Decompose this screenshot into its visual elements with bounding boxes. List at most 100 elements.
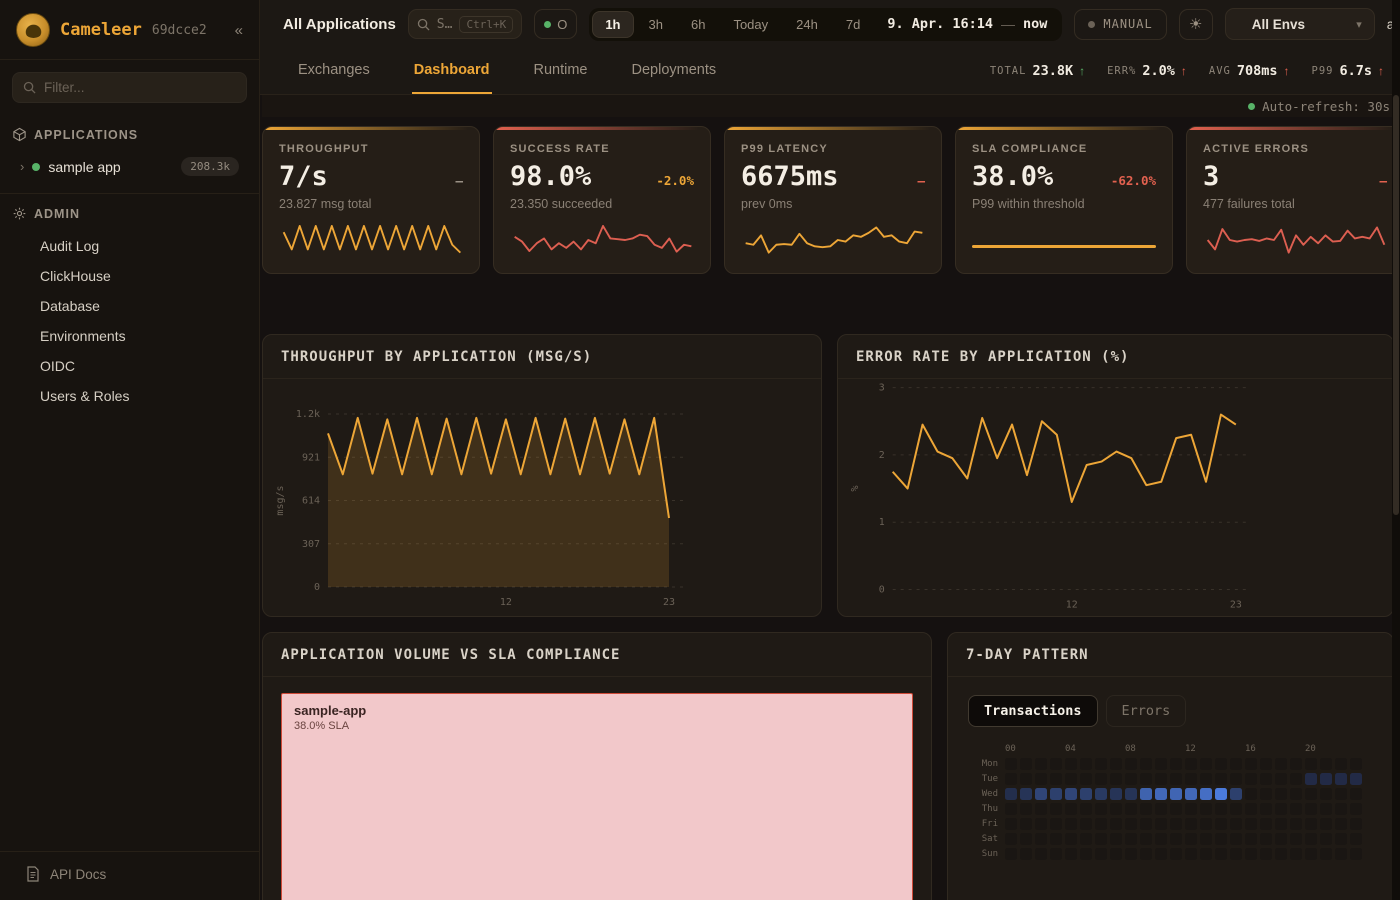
tab-deployments[interactable]: Deployments: [631, 62, 717, 78]
heatmap-cell[interactable]: [1350, 788, 1362, 800]
heatmap-cell[interactable]: [1125, 818, 1137, 830]
heatmap-cell[interactable]: [1260, 818, 1272, 830]
heatmap-cell[interactable]: [1320, 773, 1332, 785]
heatmap-cell[interactable]: [1230, 818, 1242, 830]
chevron-right-icon[interactable]: ›: [20, 159, 25, 174]
heatmap-cell[interactable]: [1215, 758, 1227, 770]
heatmap-cell[interactable]: [1095, 818, 1107, 830]
heatmap-cell[interactable]: [1275, 833, 1287, 845]
tab-runtime[interactable]: Runtime: [533, 62, 588, 78]
heatmap-cell[interactable]: [1035, 788, 1047, 800]
heatmap-cell[interactable]: [1155, 818, 1167, 830]
heatmap-cell[interactable]: [1020, 803, 1032, 815]
heatmap-cell[interactable]: [1215, 788, 1227, 800]
heatmap-cell[interactable]: [1155, 833, 1167, 845]
heatmap-cell[interactable]: [1095, 833, 1107, 845]
heatmap-cell[interactable]: [1290, 803, 1302, 815]
heatmap-cell[interactable]: [1080, 758, 1092, 770]
heatmap-cell[interactable]: [1320, 803, 1332, 815]
heatmap-cell[interactable]: [1230, 848, 1242, 860]
heatmap-cell[interactable]: [1305, 848, 1317, 860]
heatmap-cell[interactable]: [1080, 833, 1092, 845]
heatmap-cell[interactable]: [1155, 848, 1167, 860]
heatmap-cell[interactable]: [1290, 788, 1302, 800]
sidebar-item-api-docs[interactable]: API Docs: [0, 852, 259, 900]
heatmap-cell[interactable]: [1230, 803, 1242, 815]
heatmap-cell[interactable]: [1350, 818, 1362, 830]
heatmap-cell[interactable]: [1260, 803, 1272, 815]
heatmap-cell[interactable]: [1185, 833, 1197, 845]
heatmap-cell[interactable]: [1080, 773, 1092, 785]
manual-refresh-button[interactable]: MANUAL: [1074, 8, 1167, 40]
heatmap-cell[interactable]: [1050, 758, 1062, 770]
status-button[interactable]: O: [534, 9, 578, 39]
heatmap-cell[interactable]: [1350, 773, 1362, 785]
heatmap-cell[interactable]: [1050, 803, 1062, 815]
heatmap-cell[interactable]: [1110, 788, 1122, 800]
heatmap-cell[interactable]: [1110, 803, 1122, 815]
heatmap-cell[interactable]: [1230, 758, 1242, 770]
toggle-transactions[interactable]: Transactions: [968, 695, 1098, 727]
heatmap-cell[interactable]: [1185, 758, 1197, 770]
heatmap-cell[interactable]: [1140, 803, 1152, 815]
heatmap-cell[interactable]: [1095, 758, 1107, 770]
heatmap-cell[interactable]: [1035, 833, 1047, 845]
heatmap-cell[interactable]: [1050, 788, 1062, 800]
sidebar-collapse-icon[interactable]: «: [234, 21, 243, 39]
heatmap-cell[interactable]: [1170, 773, 1182, 785]
heatmap-cell[interactable]: [1005, 848, 1017, 860]
heatmap-cell[interactable]: [1035, 818, 1047, 830]
heatmap-cell[interactable]: [1020, 758, 1032, 770]
heatmap-cell[interactable]: [1125, 803, 1137, 815]
heatmap-cell[interactable]: [1215, 803, 1227, 815]
heatmap-cell[interactable]: [1305, 773, 1317, 785]
heatmap-cell[interactable]: [1095, 848, 1107, 860]
heatmap-cell[interactable]: [1290, 848, 1302, 860]
sidebar-item-sample-app[interactable]: › sample app 208.3k: [0, 150, 259, 183]
heatmap-cell[interactable]: [1305, 758, 1317, 770]
heatmap-cell[interactable]: [1305, 788, 1317, 800]
heatmap-cell[interactable]: [1005, 803, 1017, 815]
global-search[interactable]: S… Ctrl+K: [407, 9, 523, 39]
heatmap-cell[interactable]: [1005, 788, 1017, 800]
heatmap-cell[interactable]: [1230, 833, 1242, 845]
heatmap-cell[interactable]: [1125, 848, 1137, 860]
heatmap-cell[interactable]: [1005, 818, 1017, 830]
theme-toggle-button[interactable]: ☀: [1178, 8, 1213, 40]
heatmap-cell[interactable]: [1200, 758, 1212, 770]
heatmap-cell[interactable]: [1110, 833, 1122, 845]
heatmap-cell[interactable]: [1140, 848, 1152, 860]
heatmap-cell[interactable]: [1185, 773, 1197, 785]
heatmap-cell[interactable]: [1035, 848, 1047, 860]
heatmap-cell[interactable]: [1305, 818, 1317, 830]
heatmap-cell[interactable]: [1170, 803, 1182, 815]
heatmap-cell[interactable]: [1005, 773, 1017, 785]
heatmap-cell[interactable]: [1155, 773, 1167, 785]
heatmap-cell[interactable]: [1245, 848, 1257, 860]
heatmap-cell[interactable]: [1125, 788, 1137, 800]
heatmap-cell[interactable]: [1080, 788, 1092, 800]
heatmap-cell[interactable]: [1305, 833, 1317, 845]
heatmap-cell[interactable]: [1245, 833, 1257, 845]
heatmap-cell[interactable]: [1245, 758, 1257, 770]
heatmap-cell[interactable]: [1215, 773, 1227, 785]
heatmap-cell[interactable]: [1230, 788, 1242, 800]
heatmap-cell[interactable]: [1020, 833, 1032, 845]
heatmap-cell[interactable]: [1110, 818, 1122, 830]
range-1h[interactable]: 1h: [592, 10, 634, 38]
heatmap-cell[interactable]: [1080, 803, 1092, 815]
heatmap-cell[interactable]: [1140, 773, 1152, 785]
heatmap-cell[interactable]: [1275, 758, 1287, 770]
heatmap-cell[interactable]: [1035, 758, 1047, 770]
heatmap-cell[interactable]: [1050, 773, 1062, 785]
heatmap-cell[interactable]: [1170, 758, 1182, 770]
range-3h[interactable]: 3h: [636, 11, 676, 38]
heatmap-cell[interactable]: [1125, 833, 1137, 845]
heatmap-cell[interactable]: [1335, 818, 1347, 830]
heatmap-cell[interactable]: [1215, 848, 1227, 860]
heatmap-cell[interactable]: [1140, 833, 1152, 845]
sidebar-item-audit-log[interactable]: Audit Log: [40, 238, 100, 254]
heatmap-cell[interactable]: [1260, 833, 1272, 845]
heatmap-cell[interactable]: [1065, 833, 1077, 845]
sidebar-item-environments[interactable]: Environments: [40, 328, 126, 344]
